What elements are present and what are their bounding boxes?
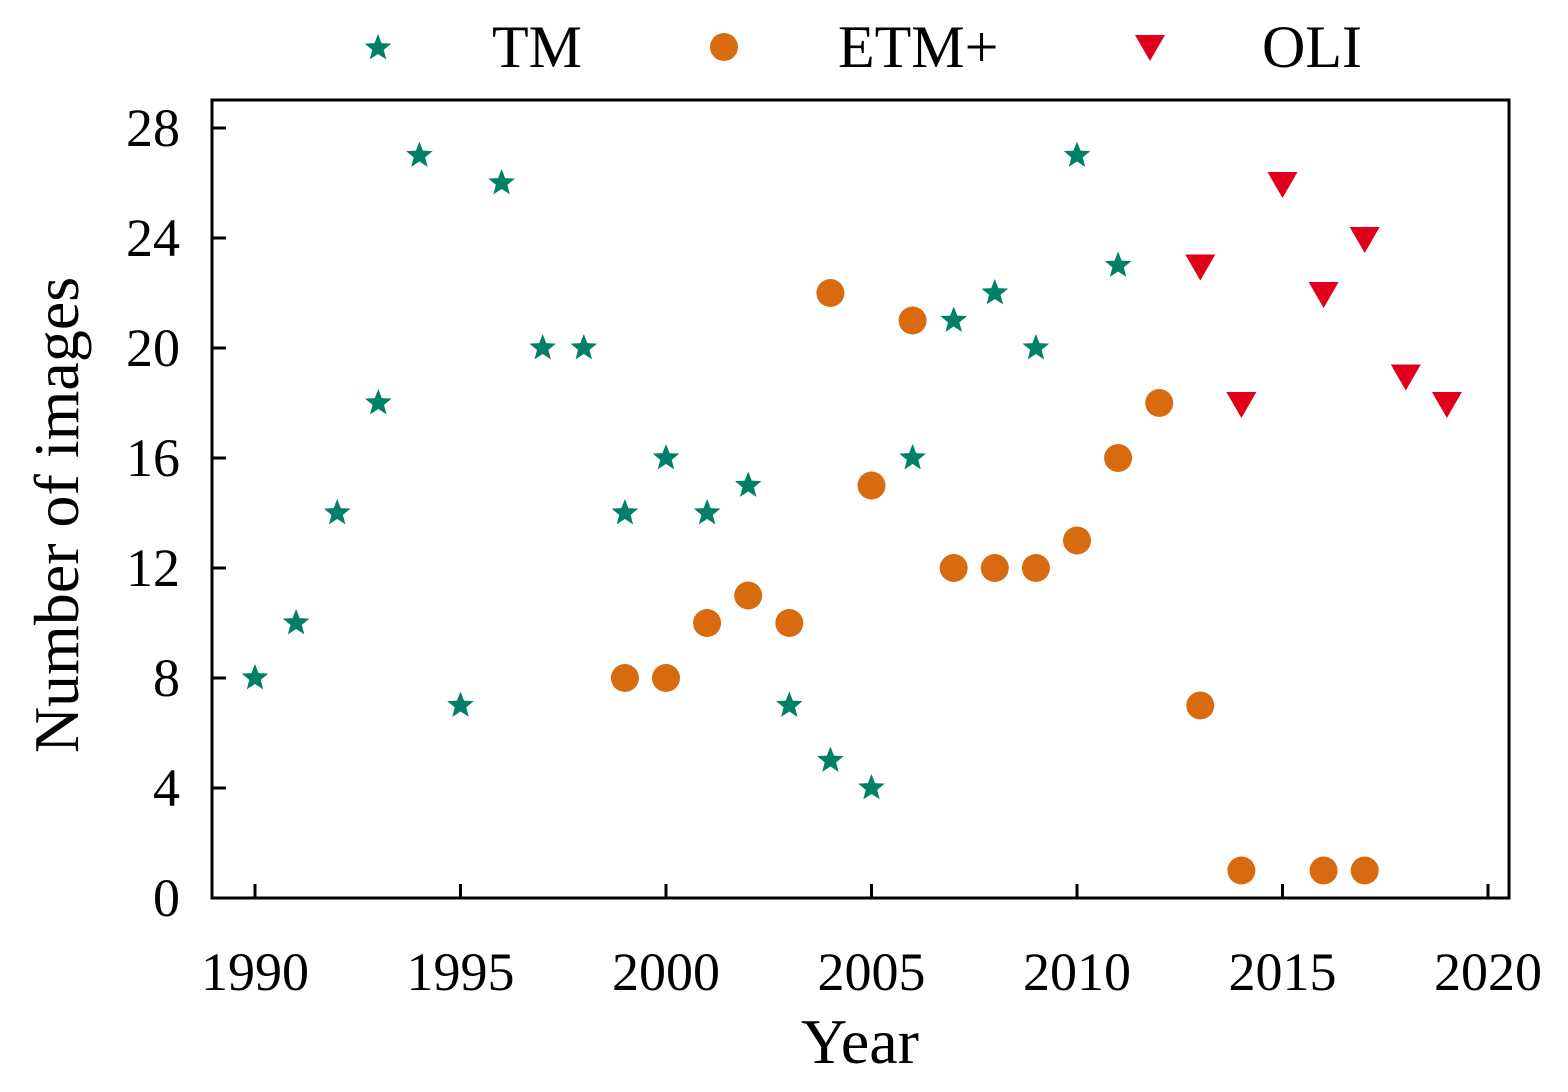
data-point <box>981 279 1009 305</box>
y-tick-label: 4 <box>153 758 180 818</box>
series-tm <box>241 141 1132 800</box>
legend-marker-shape <box>364 34 392 60</box>
legend-label-etm: ETM+ <box>838 14 999 80</box>
data-point <box>1431 392 1462 418</box>
y-tick-label: 12 <box>126 538 180 598</box>
data-point <box>1186 691 1215 720</box>
series-oli <box>1185 172 1462 418</box>
data-point <box>1226 392 1257 418</box>
data-point <box>1145 389 1174 417</box>
legend-label-oli: OLI <box>1262 14 1362 80</box>
data-point <box>529 334 557 360</box>
y-tick-label: 24 <box>126 208 180 268</box>
data-point <box>939 554 968 582</box>
legend: TM ETM+ OLI <box>364 14 1362 80</box>
data-point <box>857 471 886 500</box>
data-point <box>899 444 926 470</box>
data-point <box>1021 554 1050 582</box>
data-point <box>282 609 310 635</box>
x-tick-label: 2015 <box>1229 942 1337 1002</box>
series-etm <box>610 279 1379 885</box>
legend-label-tm: TM <box>492 14 582 80</box>
data-point <box>406 141 433 167</box>
data-point <box>940 306 968 332</box>
data-point <box>1267 172 1298 198</box>
data-point <box>1104 251 1132 277</box>
data-point <box>447 691 474 717</box>
data-point <box>775 691 803 717</box>
data-point <box>1063 526 1091 555</box>
data-point <box>364 389 392 415</box>
legend-marker-shape <box>1135 35 1165 61</box>
data-point <box>817 746 844 772</box>
x-tick-label: 1990 <box>201 942 309 1002</box>
plot-frame <box>210 98 1511 900</box>
y-tick-label: 16 <box>126 428 180 488</box>
data-point <box>1104 444 1133 472</box>
data-points <box>241 141 1462 885</box>
x-axis: 1990 1995 2000 2005 2010 2015 2020 <box>201 884 1542 1002</box>
legend-marker-tm <box>364 34 392 60</box>
x-tick-label: 1995 <box>407 942 515 1002</box>
data-point <box>1022 334 1050 360</box>
x-tick-label: 2005 <box>818 942 926 1002</box>
data-point <box>488 169 515 195</box>
data-point <box>1350 856 1379 885</box>
legend-marker-etm <box>710 33 738 61</box>
data-point <box>693 499 721 525</box>
data-point <box>1227 856 1256 885</box>
data-point <box>323 499 351 525</box>
data-point <box>816 279 845 307</box>
x-tick-label: 2010 <box>1023 942 1131 1002</box>
data-point <box>652 444 680 470</box>
data-point <box>1308 282 1339 308</box>
data-point <box>734 581 763 610</box>
data-point <box>734 471 762 497</box>
y-tick-label: 0 <box>153 868 180 928</box>
legend-marker-oli <box>1135 35 1165 61</box>
data-point <box>610 664 639 692</box>
data-point <box>241 664 269 690</box>
data-point <box>1185 254 1216 281</box>
data-point <box>898 306 927 335</box>
y-axis: 0 4 8 12 16 20 24 28 <box>126 98 226 928</box>
data-point <box>570 334 598 360</box>
data-point <box>775 609 804 637</box>
data-point <box>1349 227 1380 253</box>
data-point <box>980 554 1009 582</box>
legend-marker-shape <box>710 33 738 61</box>
data-point <box>652 664 680 692</box>
y-tick-label: 20 <box>126 318 180 378</box>
data-point <box>693 609 722 637</box>
x-axis-title: Year <box>801 1006 919 1077</box>
data-point <box>611 499 639 525</box>
data-point <box>1063 141 1091 167</box>
y-tick-label: 28 <box>126 98 180 158</box>
data-point <box>1309 856 1338 885</box>
data-point <box>1390 364 1421 391</box>
y-axis-title: Number of images <box>21 277 92 753</box>
x-tick-label: 2020 <box>1434 942 1542 1002</box>
y-tick-label: 8 <box>153 648 180 708</box>
x-tick-label: 2000 <box>612 942 720 1002</box>
data-point <box>858 774 885 800</box>
